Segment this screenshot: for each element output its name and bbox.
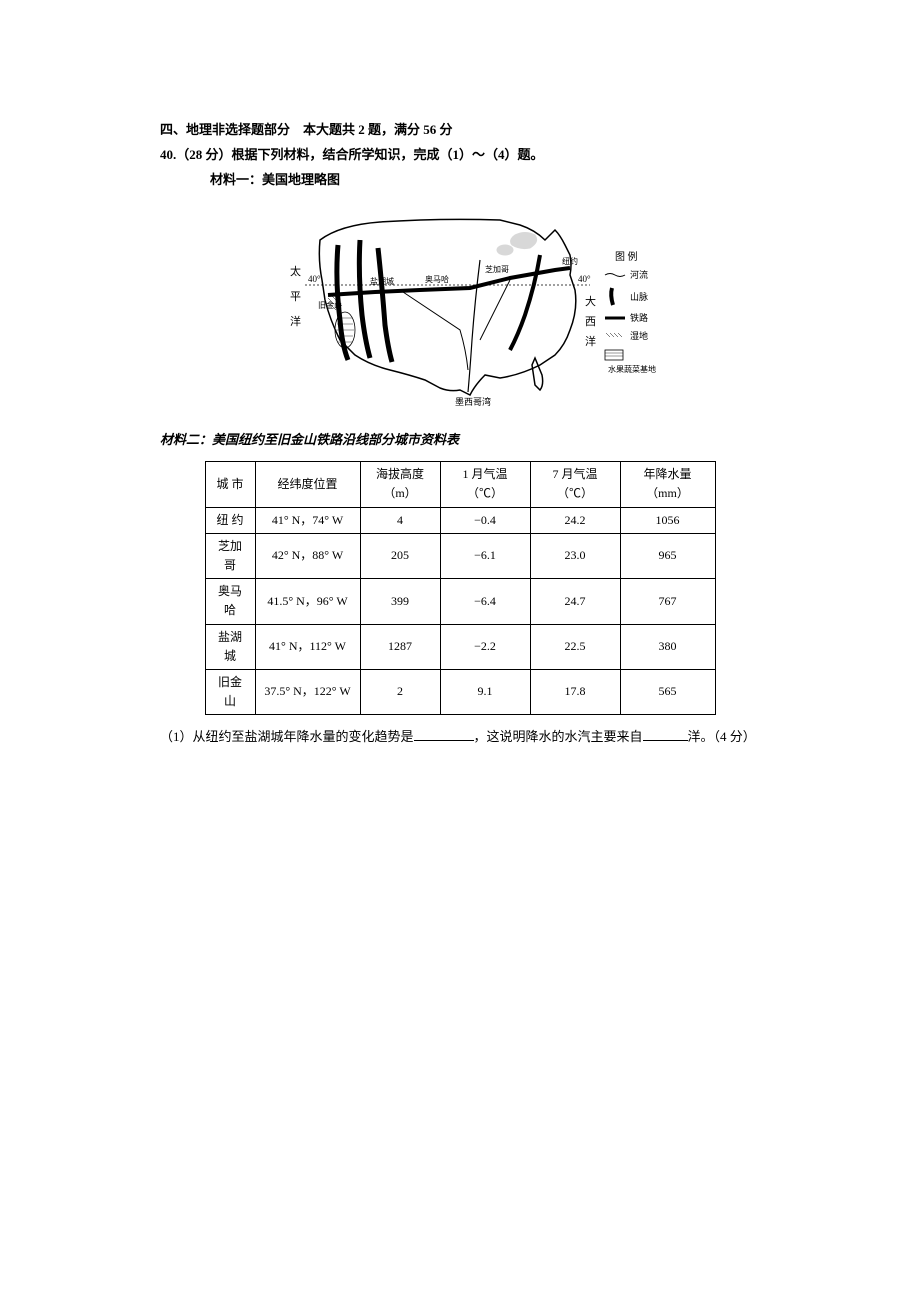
table-row: 奥马哈41.5° N，96° W399−6.424.7767 [205, 579, 715, 624]
table-cell: −2.2 [440, 624, 530, 669]
table-cell: 纽 约 [205, 507, 255, 533]
blank-1 [414, 727, 474, 741]
pacific-top: 太 [290, 265, 301, 278]
table-cell: 旧金山 [205, 669, 255, 714]
table-cell: 399 [360, 579, 440, 624]
legend-river: 河流 [630, 269, 648, 280]
city-omaha: 奥马哈 [425, 274, 449, 284]
table-cell: 24.7 [530, 579, 620, 624]
legend-swamp: 湿地 [630, 330, 648, 341]
question-40-header: 40.（28 分）根据下列材料，结合所学知识，完成（1）～（4）题。 [160, 145, 760, 166]
legend-mountain: 山脉 [630, 291, 648, 302]
table-cell: 23.0 [530, 533, 620, 578]
table-row: 纽 约41° N，74° W4−0.424.21056 [205, 507, 715, 533]
material-2-label: 材料二：美国纽约至旧金山铁路沿线部分城市资料表 [160, 430, 760, 451]
table-cell: 205 [360, 533, 440, 578]
lat40-left: 40° [308, 274, 321, 284]
th-coord: 经纬度位置 [255, 462, 360, 507]
q1-mid: ，这说明降水的水汽主要来自 [474, 729, 643, 744]
table-cell: 380 [620, 624, 715, 669]
th-jan: 1 月气温（℃） [440, 462, 530, 507]
atlantic-top: 大 [585, 294, 596, 308]
table-cell: 37.5° N，122° W [255, 669, 360, 714]
table-cell: −6.1 [440, 533, 530, 578]
table-cell: 9.1 [440, 669, 530, 714]
table-cell: −0.4 [440, 507, 530, 533]
atlantic-bot: 洋 [585, 334, 596, 348]
table-cell: 41° N，74° W [255, 507, 360, 533]
legend-rail: 铁路 [630, 312, 648, 323]
q1-suffix: 洋。（4 分） [688, 729, 756, 744]
table-header-row: 城 市 经纬度位置 海拔高度（m） 1 月气温（℃） 7 月气温（℃） 年降水量… [205, 462, 715, 507]
pacific-mid: 平 [290, 291, 301, 303]
city-sf: 旧金山 [318, 300, 342, 310]
table-cell: 芝加哥 [205, 533, 255, 578]
table-cell: 奥马哈 [205, 579, 255, 624]
table-cell: 767 [620, 579, 715, 624]
legend-fruit: 水果蔬菜基地 [608, 364, 656, 374]
table-cell: 4 [360, 507, 440, 533]
sub-question-1: （1）从纽约至盐湖城年降水量的变化趋势是 ，这说明降水的水汽主要来自 洋。（4 分） [160, 727, 760, 748]
th-precip: 年降水量（mm） [620, 462, 715, 507]
section-title: 四、地理非选择题部分 本大题共 2 题，满分 56 分 [160, 120, 760, 141]
th-city: 城 市 [205, 462, 255, 507]
table-cell: 24.2 [530, 507, 620, 533]
pacific-bot: 洋 [290, 314, 301, 328]
legend-title: 图 例 [615, 250, 638, 263]
city-chicago: 芝加哥 [485, 264, 509, 274]
city-ny: 纽约 [562, 256, 578, 266]
table-cell: 1056 [620, 507, 715, 533]
table-cell: −6.4 [440, 579, 530, 624]
atlantic-mid: 西 [585, 316, 596, 328]
table-row: 盐湖城41° N，112° W1287−2.222.5380 [205, 624, 715, 669]
table-cell: 22.5 [530, 624, 620, 669]
blank-2 [643, 727, 688, 741]
th-elev: 海拔高度（m） [360, 462, 440, 507]
table-cell: 17.8 [530, 669, 620, 714]
table-row: 芝加哥42° N，88° W205−6.123.0965 [205, 533, 715, 578]
table-row: 旧金山37.5° N，122° W29.117.8565 [205, 669, 715, 714]
material-1-label: 材料一：美国地理略图 [210, 170, 760, 191]
lat40-right: 40° [578, 274, 591, 284]
table-cell: 41.5° N，96° W [255, 579, 360, 624]
table-cell: 42° N，88° W [255, 533, 360, 578]
table-cell: 41° N，112° W [255, 624, 360, 669]
map-figure: 40° 40° [260, 200, 660, 410]
q1-prefix: （1）从纽约至盐湖城年降水量的变化趋势是 [160, 729, 414, 744]
table-cell: 盐湖城 [205, 624, 255, 669]
gulf-label: 墨西哥湾 [455, 396, 491, 407]
table-cell: 965 [620, 533, 715, 578]
table-cell: 2 [360, 669, 440, 714]
table-cell: 565 [620, 669, 715, 714]
table-cell: 1287 [360, 624, 440, 669]
city-slc: 盐湖城 [370, 276, 394, 286]
city-data-table: 城 市 经纬度位置 海拔高度（m） 1 月气温（℃） 7 月气温（℃） 年降水量… [205, 461, 716, 715]
th-jul: 7 月气温（℃） [530, 462, 620, 507]
usa-map-svg: 40° 40° [260, 200, 660, 410]
